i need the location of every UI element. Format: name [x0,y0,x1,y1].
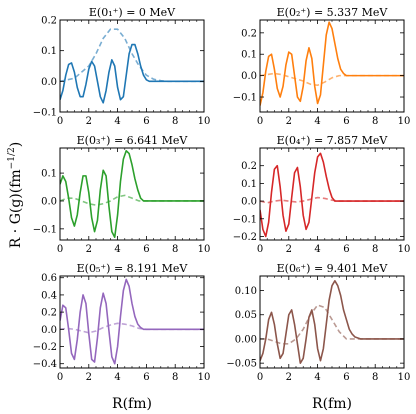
y-tick-label: 0.6 [41,273,57,284]
series-dashed-line [60,194,204,206]
x-axis-label-left: R(fm) [112,396,152,412]
series-dashed-line [260,72,404,87]
y-tick-label: −0.1 [33,108,57,119]
y-tick-label: 0.0 [41,196,57,207]
x-tick-label: 0 [257,244,263,255]
x-tick-label: 4 [314,244,320,255]
y-tick-label: 0.2 [41,308,57,319]
x-tick-label: 8 [372,116,378,127]
x-tick-label: 4 [114,244,120,255]
y-tick-label: −0.2 [33,342,57,353]
y-tick-label: −0.1 [233,93,257,104]
series-solid-line [260,21,404,106]
x-tick-label: 10 [398,372,411,383]
x-tick-label: 8 [172,116,178,127]
x-tick-label: 2 [286,116,292,127]
x-tick-label: 0 [257,372,263,383]
x-tick-label: 2 [286,372,292,383]
x-tick-label: 10 [398,244,411,255]
x-tick-label: 6 [343,116,349,127]
x-tick-label: 4 [314,372,320,383]
x-axis-label-right: R(fm) [312,396,352,412]
panel-title: E(0₂⁺) = 5.337 MeV [277,6,389,19]
panel-1: 0 2 4 6 8 10 −0.1 0.0 0.1 0.2 E(0₁⁺) = 0 MeV [33,6,211,127]
panel-2: 0 2 4 6 8 10 −0.1 0.0 0.1 0.2 E(0₂⁺) = 5.337 MeV [233,6,411,127]
x-tick-label: 10 [198,372,211,383]
y-tick-label: 0.0 [241,71,257,82]
x-tick-label: 6 [343,244,349,255]
series-dashed-line [260,304,404,345]
y-tick-label: 0.2 [241,28,257,39]
x-tick-label: 10 [198,116,211,127]
series-dashed-line [260,196,404,204]
x-tick-label: 4 [114,372,120,383]
y-tick-label: 0.10 [235,286,257,297]
x-tick-label: 2 [286,244,292,255]
y-tick-label: 0.2 [241,161,257,172]
panel-title: E(0₄⁺) = 7.857 MeV [277,134,389,147]
y-tick-label: −0.2 [233,232,257,243]
y-tick-label: 0.00 [235,334,257,345]
y-tick-label: 0.0 [41,325,57,336]
x-tick-label: 0 [57,244,63,255]
panel-6: 0 2 4 6 8 10 −0.05 0.00 0.05 0.10 E(0₆⁺) = 9.401 M… [226,262,410,383]
y-tick-label: −0.05 [226,359,257,370]
series-solid-line [260,280,404,364]
series-dashed-line [60,322,204,334]
x-tick-label: 0 [257,116,263,127]
y-tick-label: 0.0 [241,197,257,208]
x-tick-label: 2 [86,244,92,255]
series-solid-line [60,149,204,239]
series-dashed-line [60,28,204,83]
y-tick-label: 0.1 [41,46,57,57]
x-tick-label: 10 [398,116,411,127]
x-tick-label: 0 [57,372,63,383]
y-tick-label: 0.4 [41,290,57,301]
plot-frame [59,275,205,369]
y-tick-label: −0.4 [33,359,57,370]
x-tick-label: 6 [343,372,349,383]
x-tick-label: 10 [198,244,211,255]
panel-title: E(0₅⁺) = 8.191 MeV [77,262,189,275]
y-tick-label: 0.2 [41,16,57,27]
y-axis-label: R · G(g)(fm−1/2) [7,142,24,248]
y-tick-label: 0.1 [241,50,257,61]
panel-3: 0 2 4 6 8 10 −0.1 0.0 0.1 E(0₃⁺) = 6.641 MeV [33,134,211,255]
series-solid-line [60,43,204,104]
x-tick-label: 8 [372,372,378,383]
y-tick-label: −0.1 [233,214,257,225]
y-tick-label: 0.05 [235,310,257,321]
plot-frame [259,275,405,369]
x-tick-label: 2 [86,372,92,383]
x-tick-label: 8 [372,244,378,255]
x-tick-label: 0 [57,116,63,127]
x-tick-label: 6 [143,244,149,255]
plot-frame [259,19,405,113]
y-tick-label: −0.1 [33,224,57,235]
y-tick-label: 0.1 [41,169,57,180]
panel-title: E(0₆⁺) = 9.401 MeV [277,262,389,275]
x-tick-label: 8 [172,244,178,255]
x-tick-label: 4 [314,116,320,127]
panel-5: 0 2 4 6 8 10 −0.4 −0.2 0.0 0.2 0.4 0.6 E(0₅⁺) = 8.19… [33,262,211,383]
x-tick-label: 2 [86,116,92,127]
x-tick-label: 6 [143,116,149,127]
panel-4: 0 2 4 6 8 10 −0.2 −0.1 0.0 0.1 0.2 E(0₄⁺) = 7.857 M… [233,134,411,255]
panel-title: E(0₃⁺) = 6.641 MeV [77,134,189,147]
series-solid-line [60,278,204,365]
x-tick-label: 4 [114,116,120,127]
x-tick-label: 6 [143,372,149,383]
plot-frame [59,19,205,113]
y-tick-label: 0.0 [41,77,57,88]
x-tick-label: 8 [172,372,178,383]
y-tick-label: 0.1 [241,179,257,190]
series-solid-line [260,152,404,238]
panel-title: E(0₁⁺) = 0 MeV [89,6,176,19]
